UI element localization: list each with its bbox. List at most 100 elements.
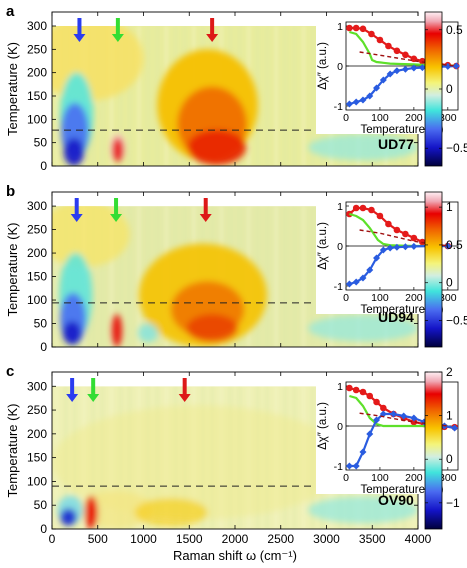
inset-x-axis-label: Temperature (K) (360, 124, 443, 136)
heatmap-streak (146, 26, 151, 166)
inset-point-blue (393, 243, 401, 251)
sample-label: UD77 (378, 136, 414, 152)
inset-point-blue (373, 416, 381, 424)
colorbar-tick-label: 1 (446, 200, 453, 214)
red-arrow-icon (178, 378, 191, 402)
panel-label: a (6, 3, 15, 20)
inset-point-red (402, 51, 409, 59)
inset-point-blue (359, 96, 367, 104)
y-tick-label: 150 (27, 89, 47, 103)
inset-point-red (368, 206, 375, 214)
colorbar-tick-label: 0.5 (446, 238, 463, 252)
heatmap-streak (255, 26, 260, 166)
inset-point-red (352, 24, 360, 32)
red-arrow-icon (199, 198, 212, 222)
inset-x-tick-label: 300 (439, 292, 457, 304)
inset-x-tick-label: 200 (405, 472, 423, 484)
heatmap-blob (308, 134, 418, 161)
heatmap-streak (109, 206, 114, 347)
inset-point-red (393, 47, 401, 55)
inset-point-red (368, 30, 375, 38)
inset-y-axis-label: Δχ″ (a.u.) (317, 402, 329, 450)
heatmap-blob (186, 314, 238, 343)
green-arrow-icon (111, 18, 124, 42)
heatmap-streak (127, 26, 132, 166)
y-tick-label: 250 (27, 403, 47, 417)
blue-arrow-icon (70, 198, 83, 222)
inset-point-blue (410, 414, 418, 422)
inset-point-blue (452, 62, 460, 70)
y-tick-label: 50 (34, 498, 48, 512)
inset-y-tick-label: -1 (334, 281, 343, 293)
green-arrow-icon (87, 378, 100, 402)
heatmap-streak (265, 206, 270, 347)
inset-point-blue (359, 274, 367, 282)
heatmap-streak (91, 206, 96, 347)
y-tick-label: 200 (27, 66, 47, 80)
heatmap-blob (308, 496, 418, 524)
inset-point-blue (366, 92, 374, 100)
colorbar-tick-label: −0.5 (446, 141, 467, 155)
inset-x-tick-label: 100 (371, 472, 389, 484)
inset-y-axis-label: Δχ″ (a.u.) (317, 222, 329, 270)
inset-point-red (393, 226, 401, 234)
y-axis-label: Temperature (K) (5, 404, 20, 498)
x-tick-label: 1500 (176, 532, 203, 546)
x-tick-label: 3500 (359, 532, 386, 546)
blue-arrow-icon (66, 378, 79, 402)
inset-point-blue (418, 64, 426, 72)
inset-y-tick-label: 0 (337, 61, 343, 73)
heatmap-blob (79, 490, 153, 529)
heatmap-blob (52, 405, 345, 520)
heatmap-streak (118, 206, 123, 347)
inset-point-blue (410, 64, 418, 72)
inset-point-red (366, 392, 374, 400)
inset-point-blue (401, 243, 409, 251)
heatmap-streak (265, 26, 270, 166)
inset-point-blue (345, 280, 353, 288)
heatmap-streak (301, 26, 306, 166)
inset-x-axis-label: Temperature (K) (360, 484, 443, 496)
inset-x-tick-label: 100 (371, 292, 389, 304)
inset-x-tick-label: 300 (439, 472, 457, 484)
y-tick-label: 200 (27, 427, 47, 441)
inset-point-blue (366, 266, 374, 274)
inset-series-green (349, 394, 448, 428)
heatmap-streak (310, 206, 315, 347)
inset-y-tick-label: -1 (334, 461, 343, 473)
inset-series-darkred-dashed (359, 229, 448, 247)
inset-x-tick-label: 0 (343, 472, 349, 484)
inset-series-darkred-dashed (359, 412, 448, 427)
x-axis-label: Raman shift ω (cm⁻¹) (173, 548, 297, 563)
heatmap-streak (301, 206, 306, 347)
y-tick-label: 0 (40, 159, 47, 173)
inset-point-blue (390, 410, 398, 418)
heatmap-blob (84, 495, 98, 529)
heatmap-streak (155, 26, 160, 166)
colorbar-tick-label: 0.5 (446, 23, 463, 37)
inset-point-blue (410, 242, 418, 250)
x-tick-label: 2000 (222, 532, 249, 546)
inset-point-red (346, 24, 353, 32)
inset-point-red (385, 42, 392, 50)
inset-point-blue (386, 244, 394, 252)
inset-point-blue (359, 448, 367, 456)
inset-x-tick-label: 300 (439, 112, 457, 124)
inset-point-blue (366, 430, 374, 438)
y-tick-label: 200 (27, 246, 47, 260)
y-axis-label: Temperature (K) (5, 223, 20, 317)
inset-point-red (359, 388, 367, 396)
x-tick-label: 2500 (267, 532, 294, 546)
heatmap-streak (310, 26, 315, 166)
heatmap-streak (118, 26, 123, 166)
inset-y-tick-label: 1 (337, 201, 343, 213)
inset-point-blue (393, 67, 401, 75)
heatmap-blob (62, 321, 82, 345)
panel-label: c (6, 363, 14, 380)
inset-point-red (346, 384, 353, 392)
inset-x-tick-label: 0 (343, 292, 349, 304)
inset-point-blue (345, 462, 353, 470)
inset-point-red (410, 418, 418, 426)
